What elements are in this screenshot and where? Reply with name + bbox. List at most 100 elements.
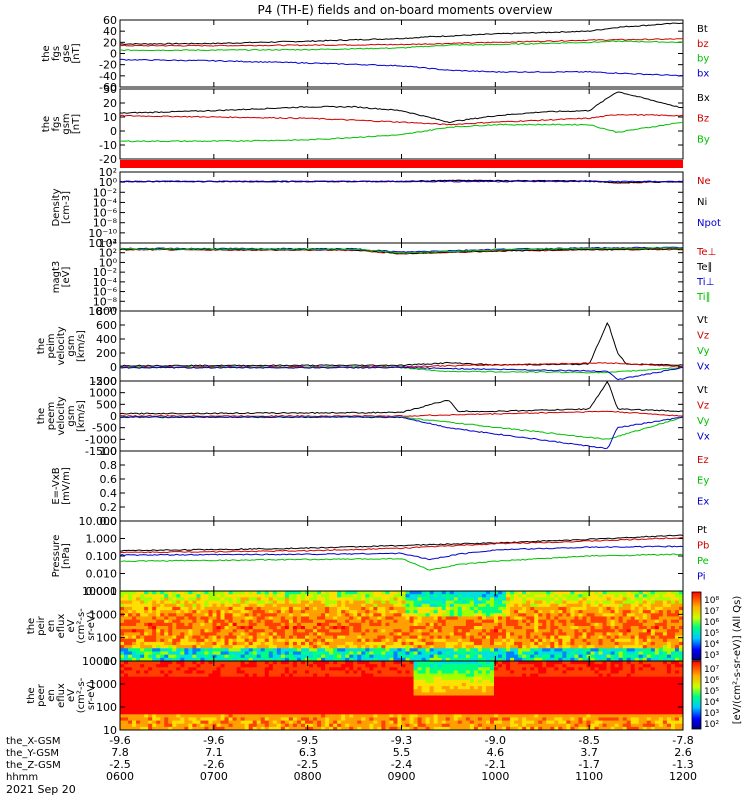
heatmap-cell bbox=[397, 600, 402, 605]
heatmap-cell bbox=[606, 594, 612, 598]
heatmap-cell bbox=[264, 676, 270, 681]
heatmap-cell bbox=[292, 679, 298, 684]
heatmap-cell bbox=[514, 591, 519, 595]
heatmap-cell bbox=[172, 711, 177, 715]
heatmap-cell bbox=[152, 723, 157, 728]
heatmap-cell bbox=[670, 654, 676, 659]
heatmap-cell bbox=[361, 657, 366, 662]
heatmap-cell bbox=[542, 645, 547, 649]
heatmap-cell bbox=[160, 676, 165, 681]
heatmap-cell bbox=[268, 645, 274, 649]
heatmap-cell bbox=[325, 698, 330, 703]
heatmap-cell bbox=[208, 651, 213, 656]
heatmap-cell bbox=[393, 626, 398, 630]
heatmap-cell bbox=[176, 682, 181, 687]
heatmap-cell bbox=[477, 632, 483, 637]
heatmap-cell bbox=[381, 610, 386, 614]
heatmap-cell bbox=[397, 594, 402, 598]
heatmap-cell bbox=[469, 616, 475, 621]
heatmap-cell bbox=[329, 597, 334, 602]
heatmap-cell bbox=[485, 613, 491, 617]
heatmap-cell bbox=[160, 648, 165, 652]
heatmap-cell bbox=[477, 619, 483, 624]
heatmap-cell bbox=[413, 651, 419, 656]
heatmap-cell bbox=[309, 676, 314, 681]
heatmap-cell bbox=[485, 600, 491, 605]
heatmap-cell bbox=[357, 717, 362, 722]
heatmap-cell bbox=[140, 667, 145, 671]
heatmap-cell bbox=[252, 622, 258, 627]
heatmap-cell bbox=[606, 591, 612, 595]
heatmap-cell bbox=[546, 616, 551, 621]
heatmap-cell bbox=[674, 638, 680, 643]
heatmap-cell bbox=[120, 651, 125, 656]
heatmap-cell bbox=[164, 648, 169, 652]
heatmap-cell bbox=[276, 616, 282, 621]
heatmap-cell bbox=[433, 629, 439, 633]
heatmap-cell bbox=[578, 613, 583, 617]
heatmap-cell bbox=[152, 632, 157, 637]
heatmap-cell bbox=[260, 682, 266, 687]
heatmap-cell bbox=[642, 657, 648, 662]
heatmap-cell bbox=[353, 654, 358, 659]
heatmap-cell bbox=[128, 708, 133, 712]
heatmap-cell bbox=[288, 689, 294, 693]
heatmap-cell bbox=[313, 613, 318, 617]
heatmap-cell bbox=[148, 708, 153, 712]
heatmap-cell bbox=[172, 597, 177, 602]
heatmap-cell bbox=[208, 638, 213, 643]
heatmap-cell bbox=[385, 720, 390, 725]
heatmap-cell bbox=[276, 679, 282, 684]
heatmap-cell bbox=[224, 619, 230, 624]
heatmap-cell bbox=[220, 714, 226, 718]
heatmap-cell bbox=[457, 591, 463, 595]
heatmap-cell bbox=[220, 692, 226, 696]
heatmap-cell bbox=[381, 714, 386, 718]
heatmap-cell bbox=[353, 603, 358, 608]
heatmap-cell bbox=[530, 591, 535, 595]
heatmap-cell bbox=[449, 606, 455, 611]
heatmap-cell bbox=[534, 632, 539, 637]
heatmap-cell bbox=[654, 651, 660, 656]
heatmap-cell bbox=[260, 654, 266, 659]
heatmap-cell bbox=[128, 651, 133, 656]
heatmap-cell bbox=[160, 600, 165, 605]
panel-frame bbox=[119, 450, 684, 522]
heatmap-cell bbox=[421, 594, 427, 598]
heatmap-cell bbox=[329, 606, 334, 611]
heatmap-cell bbox=[321, 670, 326, 675]
heatmap-cell bbox=[369, 645, 374, 649]
heatmap-cell bbox=[369, 723, 374, 728]
heatmap-cell bbox=[236, 682, 242, 687]
heatmap-cell bbox=[341, 708, 346, 712]
heatmap-cell bbox=[264, 692, 270, 696]
heatmap-cell bbox=[164, 717, 169, 722]
heatmap-cell bbox=[296, 600, 302, 605]
heatmap-cell bbox=[228, 664, 234, 668]
heatmap-cell bbox=[393, 635, 398, 640]
heatmap-cell bbox=[144, 695, 149, 700]
heatmap-cell bbox=[180, 664, 185, 668]
heatmap-cell bbox=[333, 667, 338, 671]
heatmap-cell bbox=[236, 657, 242, 662]
heatmap-cell bbox=[670, 603, 676, 608]
heatmap-cell bbox=[276, 673, 282, 678]
heatmap-cell bbox=[622, 622, 628, 627]
heatmap-cell bbox=[196, 594, 201, 598]
heatmap-cell bbox=[136, 661, 141, 665]
heatmap-cell bbox=[208, 641, 213, 646]
heatmap-cell bbox=[341, 645, 346, 649]
heatmap-cell bbox=[518, 597, 523, 602]
heatmap-cell bbox=[192, 603, 197, 608]
heatmap-cell bbox=[429, 629, 435, 633]
heatmap-cell bbox=[325, 654, 330, 659]
heatmap-cell bbox=[224, 629, 230, 633]
heatmap-cell bbox=[156, 635, 161, 640]
heatmap-cell bbox=[618, 638, 624, 643]
heatmap-cell bbox=[168, 661, 173, 665]
heatmap-cell bbox=[550, 657, 555, 662]
heatmap-cell bbox=[329, 610, 334, 614]
heatmap-cell bbox=[148, 654, 153, 659]
heatmap-cell bbox=[381, 661, 386, 665]
heatmap-cell bbox=[618, 610, 624, 614]
